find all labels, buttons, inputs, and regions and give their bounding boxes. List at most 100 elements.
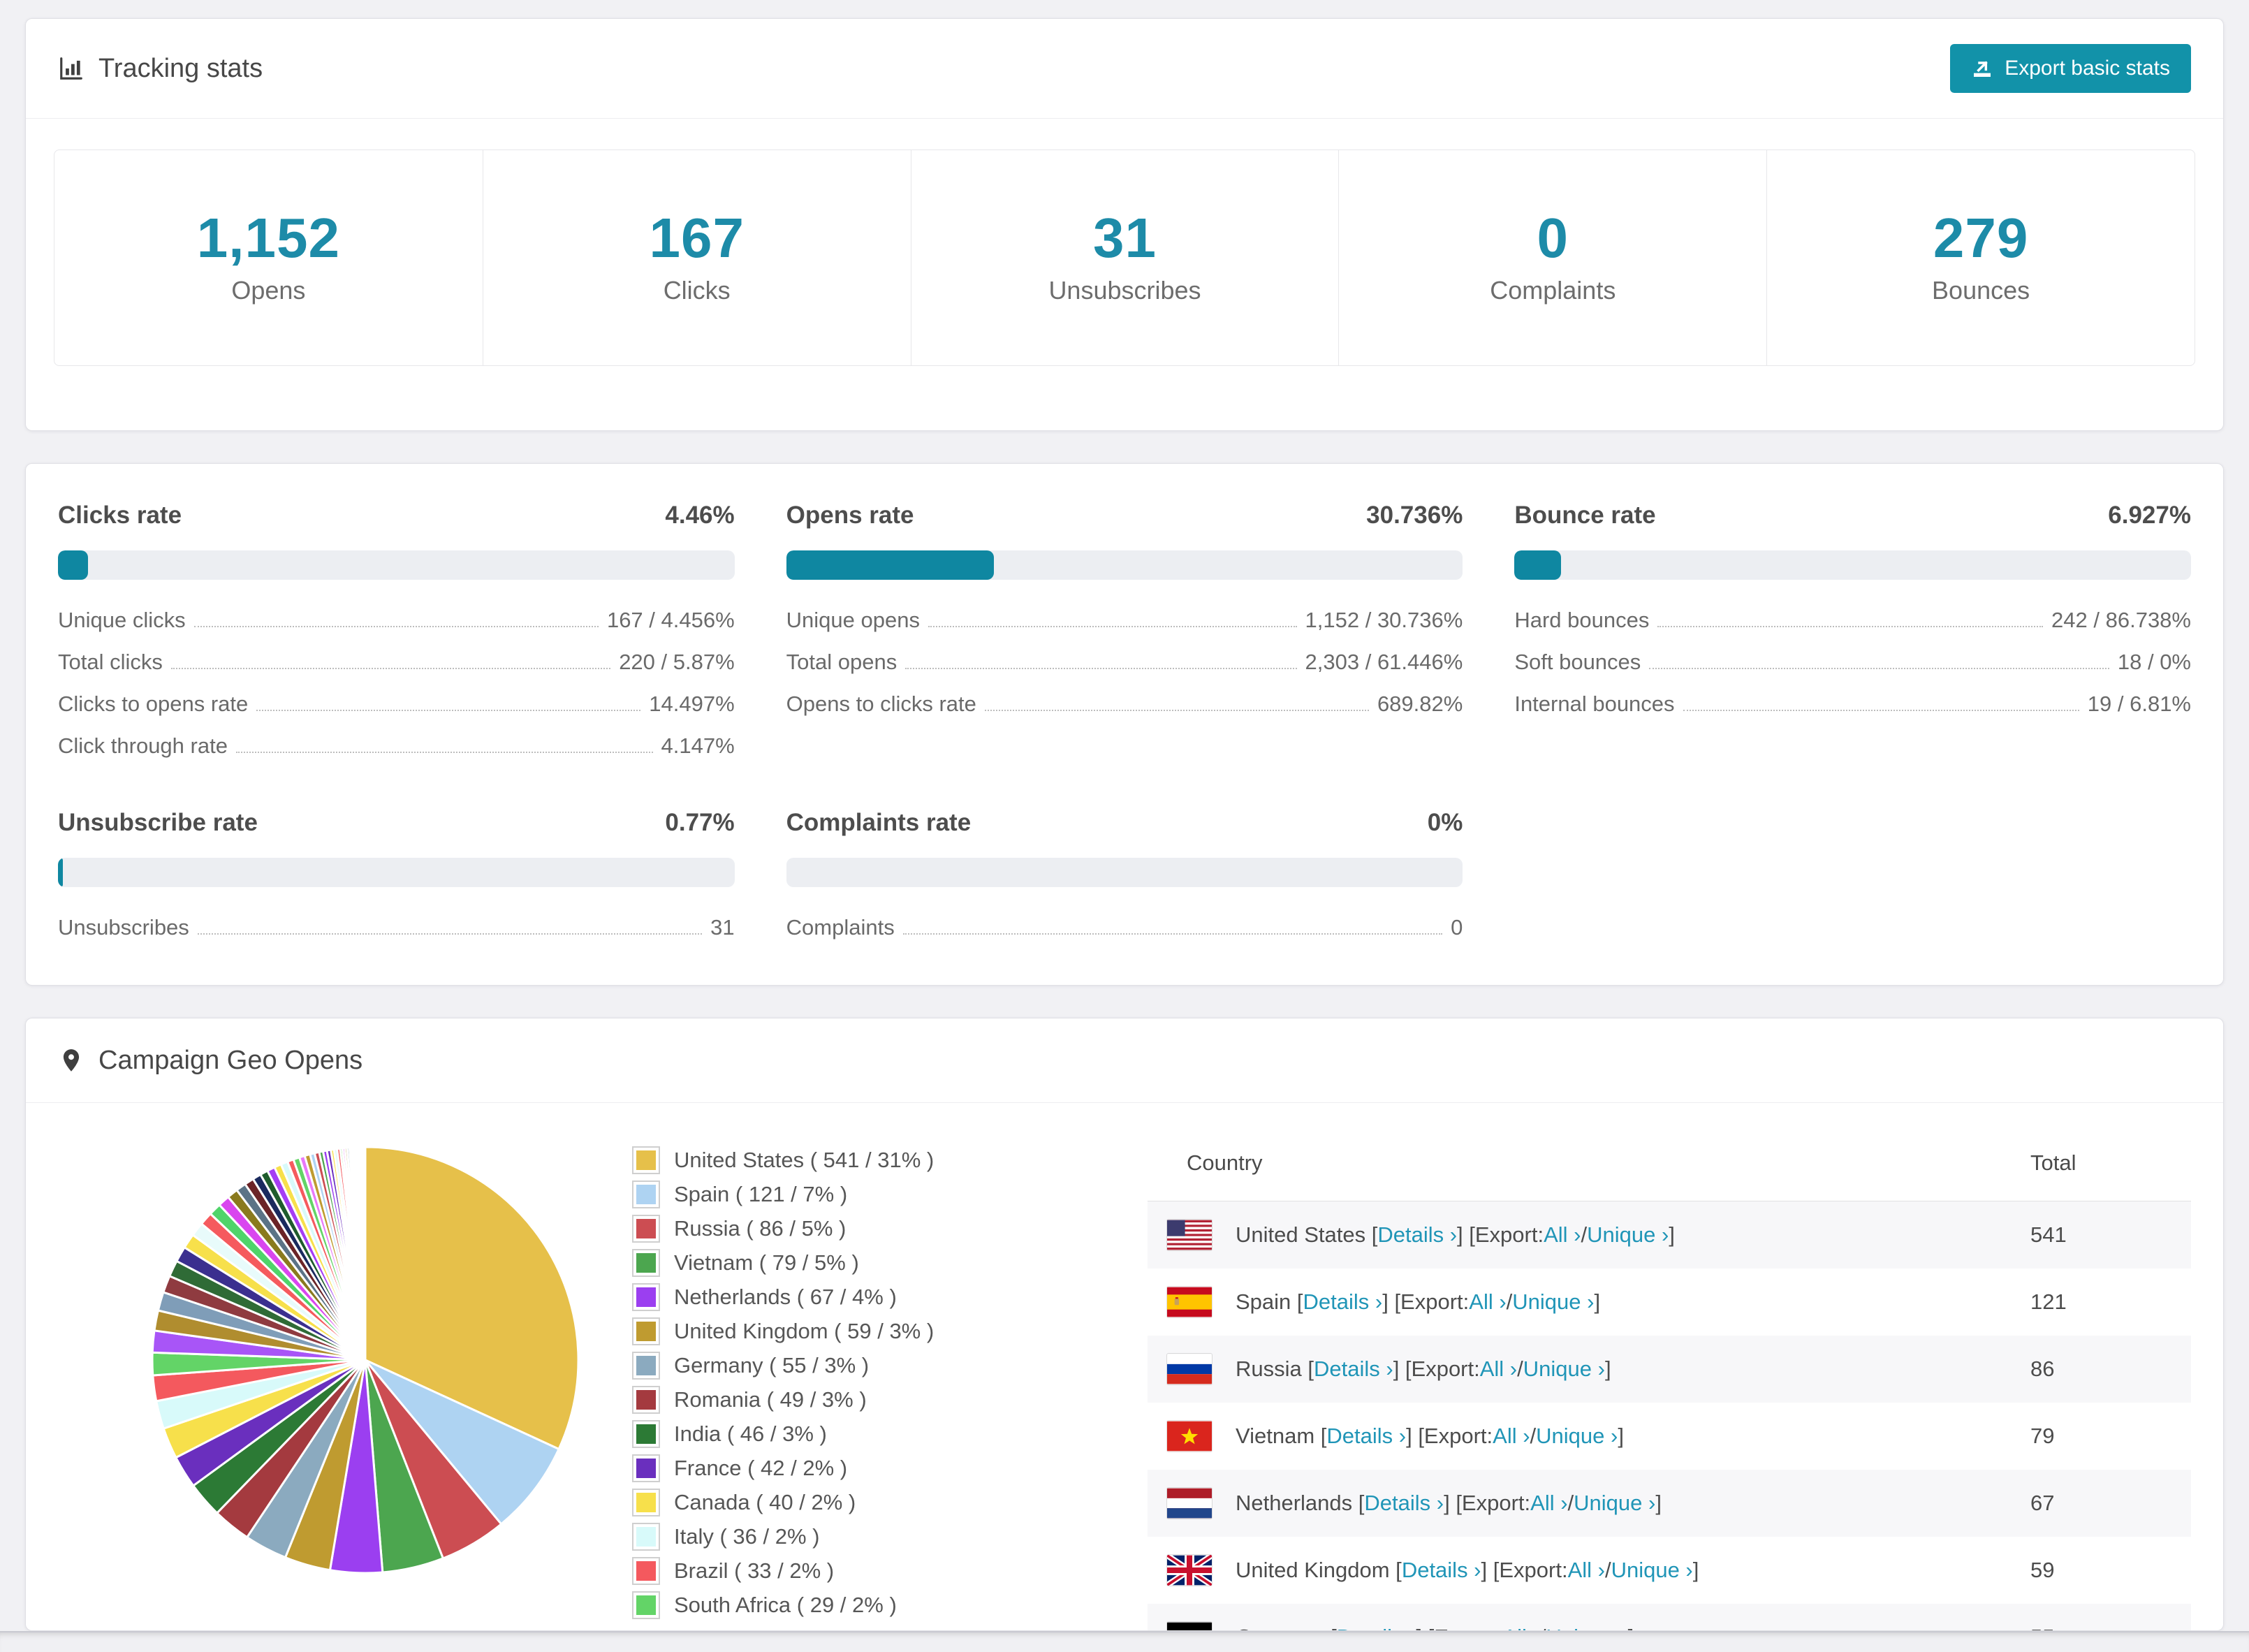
- stat-unsubscribes: 31 Unsubscribes: [910, 150, 1339, 365]
- rate-detail-label: Unsubscribes: [58, 915, 189, 940]
- rate-value: 4.46%: [665, 502, 735, 529]
- country-total: 121: [2030, 1289, 2067, 1314]
- dotted-leader: [256, 710, 641, 711]
- rate-detail-label: Unique clicks: [58, 608, 186, 632]
- rate-block-unsubscribe-rate: Unsubscribe rate 0.77% Unsubscribes 31: [58, 809, 735, 940]
- table-row-russia: Russia [Details ›] [Export: All › / Uniq…: [1148, 1336, 2191, 1403]
- rate-progress-fill: [58, 858, 64, 887]
- country-name: Russia [: [1236, 1357, 1314, 1381]
- campaign-geo-opens-card: Campaign Geo Opens United States ( 541 /…: [25, 1018, 2224, 1631]
- rate-detail-label: Hard bounces: [1514, 608, 1650, 632]
- rate-title: Bounce rate: [1514, 502, 1656, 529]
- tracking-stats-body: 1,152 Opens 167 Clicks 31 Unsubscribes 0…: [26, 119, 2223, 430]
- rate-progress-track: [1514, 550, 2191, 580]
- table-row-united-states: United States [Details ›] [Export: All ›…: [1148, 1201, 2191, 1269]
- legend-item-germany: Germany ( 55 / 3% ): [633, 1353, 934, 1378]
- stat-value: 31: [1093, 207, 1157, 269]
- export-all-link[interactable]: All ›: [1544, 1222, 1581, 1247]
- total-column-header: Total: [2030, 1150, 2076, 1175]
- rate-block-bounce-rate: Bounce rate 6.927% Hard bounces 242 / 86…: [1514, 502, 2191, 759]
- rate-detail-row-complaints: Complaints 0: [786, 915, 1463, 940]
- table-row-vietnam: Vietnam [Details ›] [Export: All › / Uni…: [1148, 1403, 2191, 1470]
- rate-detail-value: 31: [710, 915, 735, 940]
- rate-detail-label: Complaints: [786, 915, 895, 940]
- stat-label: Bounces: [1932, 276, 2030, 305]
- details-link[interactable]: Details ›: [1313, 1357, 1393, 1381]
- export-all-link[interactable]: All ›: [1469, 1289, 1507, 1314]
- stat-label: Complaints: [1490, 276, 1616, 305]
- legend-item-brazil: Brazil ( 33 / 2% ): [633, 1558, 934, 1584]
- export-all-link[interactable]: All ›: [1502, 1625, 1539, 1630]
- export-all-link[interactable]: All ›: [1479, 1357, 1518, 1381]
- pie-chart-svg: [151, 1146, 580, 1574]
- rate-detail-row-opens-to-clicks-rate: Opens to clicks rate 689.82%: [786, 692, 1463, 717]
- country-cell: United Kingdom [Details ›] [Export: All …: [1148, 1555, 2030, 1586]
- rate-detail-rows: Unsubscribes 31: [58, 915, 735, 940]
- dotted-leader: [928, 626, 1297, 627]
- bar-chart-icon: [58, 55, 85, 82]
- legend-item-south-africa: South Africa ( 29 / 2% ): [633, 1593, 934, 1618]
- country-name: Netherlands [: [1236, 1491, 1365, 1515]
- export-all-link[interactable]: All ›: [1530, 1491, 1568, 1515]
- pie-slice: [364, 1146, 580, 1450]
- legend-swatch: [633, 1285, 659, 1310]
- rate-value: 6.927%: [2108, 502, 2191, 529]
- country-cell: Russia [Details ›] [Export: All › / Uniq…: [1148, 1354, 2030, 1384]
- rate-detail-label: Clicks to opens rate: [58, 692, 249, 716]
- stat-clicks: 167 Clicks: [482, 150, 911, 365]
- rate-detail-row-hard-bounces: Hard bounces 242 / 86.738%: [1514, 608, 2191, 633]
- campaign-geo-opens-header: Campaign Geo Opens: [26, 1018, 2223, 1103]
- export-icon: [1971, 57, 1993, 80]
- stat-label: Unsubscribes: [1048, 276, 1201, 305]
- legend-swatch: [633, 1250, 659, 1275]
- details-link[interactable]: Details ›: [1303, 1289, 1383, 1314]
- legend-swatch: [633, 1387, 659, 1412]
- legend-label: United States ( 541 / 31% ): [674, 1148, 935, 1172]
- details-link[interactable]: Details ›: [1337, 1625, 1416, 1630]
- legend-label: France ( 42 / 2% ): [674, 1456, 848, 1480]
- rate-detail-label: Total clicks: [58, 650, 163, 674]
- export-unique-link[interactable]: Unique ›: [1574, 1491, 1656, 1515]
- stat-label: Clicks: [663, 276, 731, 305]
- rate-progress-fill: [58, 550, 89, 580]
- table-row-germany: Germany [Details ›] [Export: All › / Uni…: [1148, 1604, 2191, 1630]
- export-all-link[interactable]: All ›: [1567, 1558, 1605, 1582]
- rate-detail-label: Soft bounces: [1514, 650, 1641, 674]
- export-basic-stats-button[interactable]: Export basic stats: [1950, 44, 2191, 93]
- export-unique-link[interactable]: Unique ›: [1523, 1357, 1605, 1381]
- export-unique-link[interactable]: Unique ›: [1611, 1558, 1693, 1582]
- rate-detail-rows: Hard bounces 242 / 86.738% Soft bounces …: [1514, 608, 2191, 717]
- rate-title: Complaints rate: [786, 809, 972, 836]
- stat-value: 0: [1537, 207, 1569, 269]
- legend-label: Italy ( 36 / 2% ): [674, 1524, 820, 1549]
- rate-detail-value: 14.497%: [649, 692, 735, 716]
- rate-progress-track: [786, 858, 1463, 887]
- export-unique-link[interactable]: Unique ›: [1546, 1625, 1627, 1630]
- rate-detail-rows: Unique clicks 167 / 4.456% Total clicks …: [58, 608, 735, 759]
- rate-value: 0%: [1427, 809, 1463, 836]
- details-link[interactable]: Details ›: [1326, 1424, 1407, 1448]
- rate-detail-row-unique-opens: Unique opens 1,152 / 30.736%: [786, 608, 1463, 633]
- stat-bounces: 279 Bounces: [1766, 150, 2195, 365]
- details-link[interactable]: Details ›: [1401, 1558, 1481, 1582]
- dotted-leader: [170, 668, 611, 669]
- dotted-leader: [1683, 710, 2079, 711]
- dotted-leader: [902, 933, 1443, 935]
- details-link[interactable]: Details ›: [1364, 1491, 1444, 1515]
- dotted-leader: [193, 626, 599, 627]
- geo-table-header: Country Total: [1148, 1136, 2191, 1201]
- rate-progress-fill: [1514, 550, 1562, 580]
- stat-complaints: 0 Complaints: [1338, 150, 1766, 365]
- de-flag-icon: [1167, 1622, 1212, 1630]
- export-unique-link[interactable]: Unique ›: [1587, 1222, 1669, 1247]
- legend-swatch: [633, 1319, 659, 1344]
- export-unique-link[interactable]: Unique ›: [1536, 1424, 1618, 1448]
- legend-item-france: France ( 42 / 2% ): [633, 1456, 934, 1481]
- details-link[interactable]: Details ›: [1377, 1222, 1458, 1247]
- export-unique-link[interactable]: Unique ›: [1512, 1289, 1595, 1314]
- rate-head: Opens rate 30.736%: [786, 502, 1463, 529]
- legend-swatch: [633, 1216, 659, 1241]
- rate-detail-row-clicks-to-opens-rate: Clicks to opens rate 14.497%: [58, 692, 735, 717]
- export-all-link[interactable]: All ›: [1493, 1424, 1530, 1448]
- legend-item-vietnam: Vietnam ( 79 / 5% ): [633, 1250, 934, 1275]
